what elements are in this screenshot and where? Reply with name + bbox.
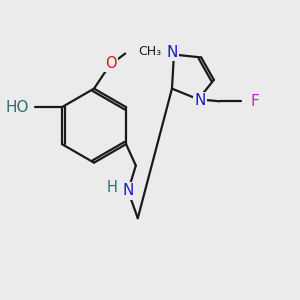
Text: F: F xyxy=(251,94,260,109)
Text: N: N xyxy=(122,183,134,198)
Text: HO: HO xyxy=(5,100,29,115)
Text: N: N xyxy=(194,93,206,108)
Text: CH₃: CH₃ xyxy=(138,45,161,58)
Text: O: O xyxy=(105,56,116,71)
Text: N: N xyxy=(166,45,178,60)
Text: H: H xyxy=(107,181,118,196)
